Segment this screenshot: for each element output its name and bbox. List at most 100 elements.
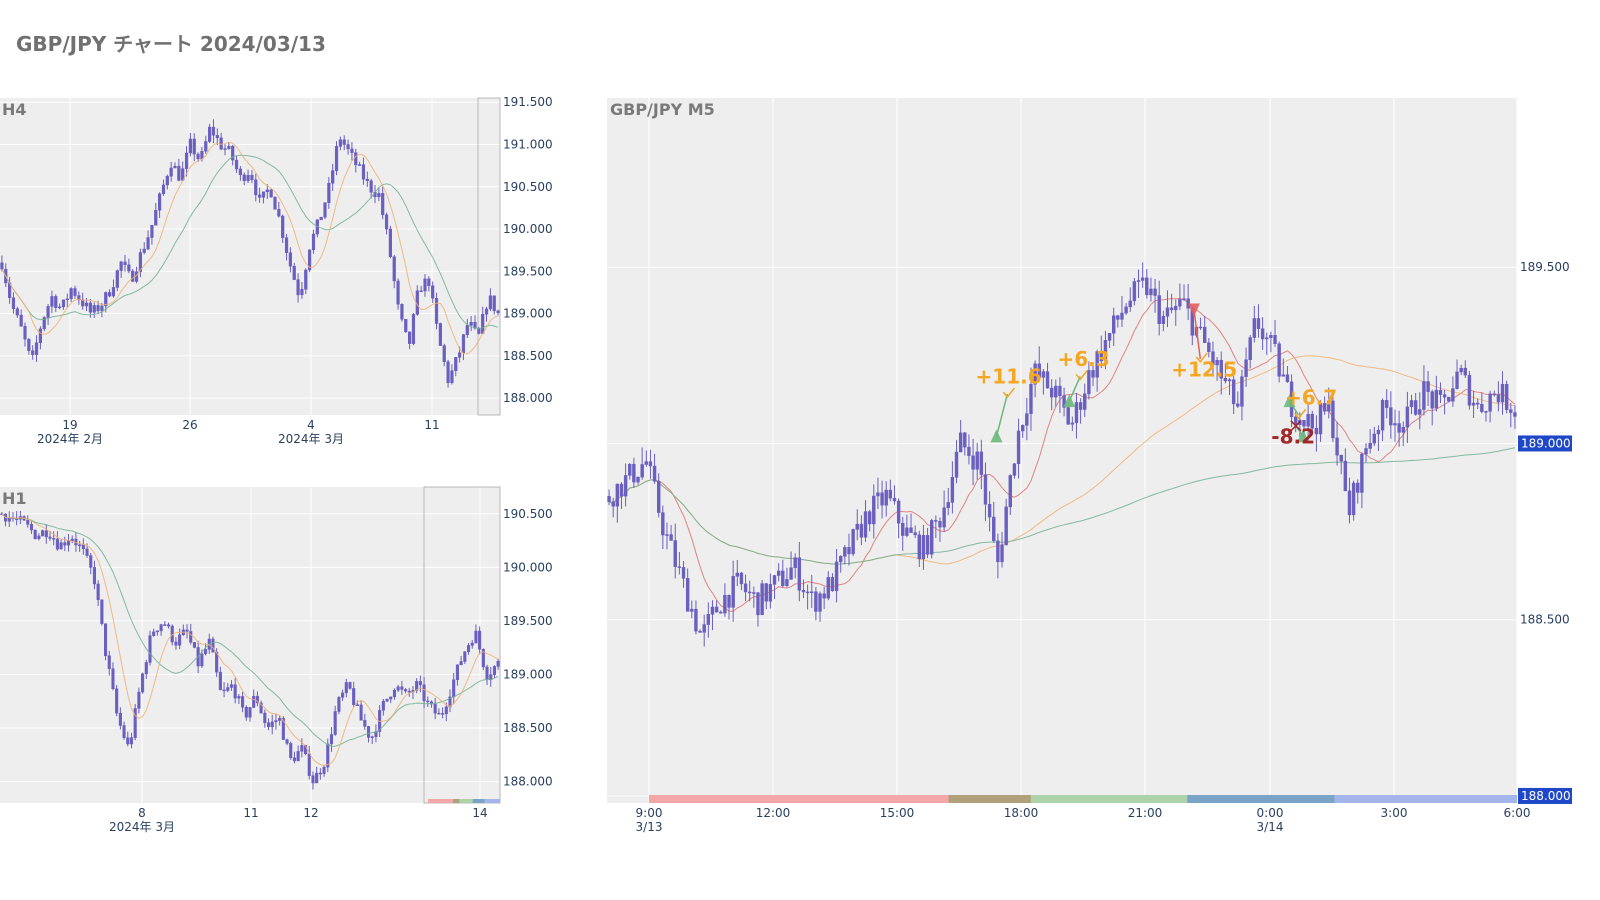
h4-candle-body — [50, 296, 54, 307]
h4-candle-body — [311, 233, 316, 251]
h4-candle-body — [108, 292, 112, 297]
h4-candle-body — [365, 178, 369, 181]
h4-candle-body — [81, 299, 85, 307]
h4-range-window — [477, 97, 501, 416]
h4-candle-body — [154, 210, 158, 226]
h4-candle-body — [292, 265, 296, 280]
h4-candle-body — [450, 370, 454, 383]
h4-y-tick-label: 191.000 — [503, 137, 553, 151]
h4-candle-body — [384, 214, 389, 230]
h4-candle-body — [492, 295, 496, 312]
h4-candle-body — [358, 164, 362, 166]
h4-candle-body — [458, 352, 462, 358]
h4-candle-body — [250, 175, 254, 181]
h4-x-tick-sublabel: 2024年 3月 — [278, 432, 344, 446]
h4-candle-body — [19, 314, 23, 327]
h4-gridlines — [0, 97, 501, 416]
h4-candle-body — [100, 305, 104, 312]
h4-candle-body — [261, 191, 266, 198]
h4-candle-body — [165, 175, 169, 186]
h4-candle-body — [46, 306, 50, 318]
h4-candle-body — [269, 189, 273, 198]
h4-candle-body — [327, 182, 331, 204]
h4-candle-body — [131, 270, 135, 282]
h4-candle-body — [288, 252, 292, 267]
h4-panel-title: H4 — [2, 100, 27, 119]
h4-candle-body — [11, 297, 16, 309]
h4-candle-body — [419, 290, 423, 293]
h4-candle-body — [42, 317, 46, 330]
h4-y-tick-label: 189.000 — [503, 307, 553, 321]
h4-candle-body — [92, 305, 96, 313]
h4-candle-body — [400, 303, 404, 320]
h4-plot-bg — [0, 98, 500, 415]
h4-candle-body — [31, 350, 35, 355]
h4-x-tick-label: 4 — [307, 418, 315, 432]
h4-candle-body — [377, 193, 381, 198]
h4-candle-body — [142, 248, 146, 253]
h4-candle-body — [304, 269, 308, 290]
h4-candle-body — [0, 262, 4, 270]
h4-candle-body — [123, 261, 127, 266]
h4-x-tick-sublabel: 2024年 2月 — [37, 432, 103, 446]
h4-candle-body — [431, 285, 435, 299]
h4-candle-body — [234, 159, 239, 170]
h4-y-tick-label: 190.500 — [503, 180, 553, 194]
h4-candle-body — [265, 189, 269, 193]
h4-candle-body — [408, 331, 412, 344]
h4-candle-body — [323, 202, 327, 218]
h4-candle-body — [334, 146, 339, 171]
h4-candle-body — [184, 152, 189, 169]
h4-candle-body — [388, 228, 392, 257]
h4-x-tick-label: 11 — [424, 418, 439, 432]
h4-candle-body — [219, 137, 223, 150]
h4-ma-mid — [1, 141, 499, 355]
h4-candle-body — [454, 357, 458, 371]
h4-candle-body — [15, 308, 19, 316]
h4-candle-body — [84, 302, 89, 307]
h4-candle-body — [242, 174, 246, 182]
h4-candle-body — [169, 167, 173, 177]
h4-candle-body — [338, 139, 342, 147]
h4-candle-body — [150, 224, 154, 238]
h4-candle-body — [27, 338, 31, 351]
page-title: GBP/JPY チャート 2024/03/13 — [16, 32, 326, 56]
h4-y-tick-label: 188.000 — [503, 391, 553, 405]
h4-candle-body — [461, 334, 466, 354]
h4-candle-body — [346, 144, 350, 150]
h4-candle-body — [300, 289, 304, 296]
h4-candle-body — [158, 193, 162, 211]
h4-candle-body — [119, 261, 123, 271]
h4-candle-body — [319, 216, 323, 221]
h4-candle-body — [246, 175, 250, 182]
h4-candle-body — [238, 168, 242, 176]
h4-candle-body — [404, 319, 408, 333]
h4-candle-body — [211, 126, 216, 136]
h4-candle-body — [104, 292, 108, 307]
h4-candle-body — [438, 323, 442, 346]
h4-candle-body — [427, 278, 431, 287]
h4-candle-body — [254, 179, 258, 196]
h4-candle-body — [88, 302, 92, 313]
h4-candle-body — [96, 305, 100, 312]
h4-x-tick-label: 19 — [62, 418, 77, 432]
h4-candle-body — [284, 237, 289, 253]
h4-candle-body — [127, 264, 131, 272]
h4-candle-body — [215, 135, 219, 139]
h4-candle-body — [465, 325, 469, 335]
h4-candle-body — [23, 326, 27, 340]
h4-candle-body — [161, 184, 166, 195]
h4-candle-body — [173, 165, 177, 169]
h4-candle-body — [481, 313, 485, 334]
h4-candle-body — [115, 270, 119, 288]
h4-candle-body — [350, 148, 354, 153]
h4-candle-body — [208, 126, 212, 142]
h4-candle-body — [231, 145, 235, 161]
h4-ma-long — [1, 154, 499, 330]
h4-candle-body — [484, 308, 489, 315]
h4-candle-body — [392, 256, 396, 282]
h4-candle-body — [488, 295, 492, 310]
h4-x-tick-label: 26 — [182, 418, 197, 432]
